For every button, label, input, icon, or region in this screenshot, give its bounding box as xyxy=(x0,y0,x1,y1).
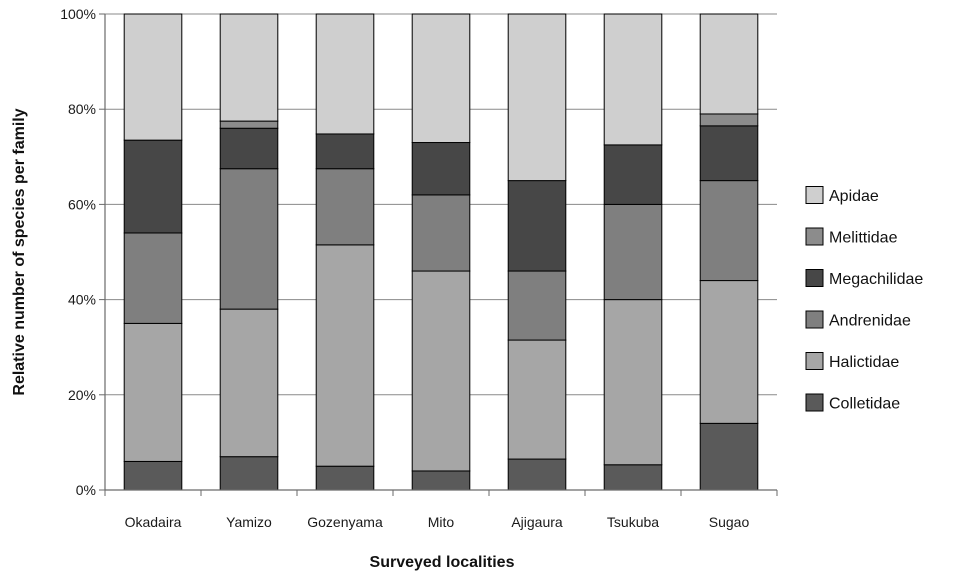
x-tick-label: Ajigaura xyxy=(511,514,563,530)
bar-segment-apidae xyxy=(699,13,759,115)
bar-segment-andrenidae xyxy=(315,168,375,246)
legend-swatch-megachilidae xyxy=(805,269,824,287)
y-axis-title: Relative number of species per family xyxy=(11,108,28,395)
bar-segment-apidae xyxy=(507,13,567,182)
bar-segment-apidae xyxy=(219,13,279,122)
y-tick-label: 100% xyxy=(60,6,96,22)
bars xyxy=(123,13,759,491)
legend-label-andrenidae: Andrenidae xyxy=(829,313,911,330)
legend-label-megachilidae: Megachilidae xyxy=(829,271,923,288)
bar-segment-halictidae xyxy=(507,339,567,460)
legend-swatch-apidae xyxy=(805,186,824,204)
bar-segment-colletidae xyxy=(219,456,279,491)
bar-segment-colletidae xyxy=(507,458,567,491)
bar-segment-colletidae xyxy=(123,460,183,491)
y-tick-label: 0% xyxy=(76,482,96,498)
bar-segment-halictidae xyxy=(123,322,183,462)
tick-labels: 0% 20% 40% 60% 80% 100% Okadaira Yamizo Gozenyam… xyxy=(60,6,749,530)
bar-segment-andrenidae xyxy=(411,194,471,272)
legend-label-apidae: Apidae xyxy=(829,188,879,205)
bar-segment-megachilidae xyxy=(699,125,759,182)
y-tick-label: 80% xyxy=(68,101,96,117)
bar-segment-halictidae xyxy=(699,280,759,424)
axes xyxy=(99,13,778,496)
x-tick-label: Tsukuba xyxy=(607,514,659,530)
bar-segment-megachilidae xyxy=(219,127,279,170)
bar-segment-melittidae xyxy=(699,113,759,127)
bar-segment-colletidae xyxy=(315,465,375,491)
bar-segment-apidae xyxy=(411,13,471,144)
bar-segment-apidae xyxy=(123,13,183,141)
bar-segment-colletidae xyxy=(603,464,663,491)
legend-swatch-colletidae xyxy=(805,393,824,412)
legend-label-halictidae: Halictidae xyxy=(829,354,899,371)
legend-swatch-halictidae xyxy=(805,352,824,370)
legend-swatch-andrenidae xyxy=(805,310,824,329)
legend-label-melittidae: Melittidae xyxy=(829,230,898,247)
bar-segment-halictidae xyxy=(411,270,471,472)
bar-segment-megachilidae xyxy=(603,144,663,205)
x-axis-title: Surveyed localities xyxy=(370,554,515,571)
y-tick-label: 20% xyxy=(68,387,96,403)
x-tick-label: Sugao xyxy=(709,514,750,530)
bar-segment-colletidae xyxy=(411,470,471,491)
bar-segment-megachilidae xyxy=(123,139,183,234)
bar-segment-megachilidae xyxy=(507,180,567,272)
bar-segment-melittidae xyxy=(219,120,279,129)
bar-segment-megachilidae xyxy=(411,142,471,196)
bar-segment-andrenidae xyxy=(219,168,279,310)
y-tick-label: 40% xyxy=(68,292,96,308)
bar-segment-halictidae xyxy=(315,244,375,467)
x-tick-label: Gozenyama xyxy=(307,514,383,530)
bar-segment-halictidae xyxy=(219,308,279,458)
bar-segment-apidae xyxy=(603,13,663,146)
bar-segment-andrenidae xyxy=(507,270,567,341)
bar-segment-andrenidae xyxy=(123,232,183,324)
bar-segment-colletidae xyxy=(699,422,759,491)
bar-segment-andrenidae xyxy=(603,203,663,301)
x-tick-label: Mito xyxy=(428,514,455,530)
legend-swatch-melittidae xyxy=(805,227,824,246)
x-tick-label: Yamizo xyxy=(226,514,272,530)
bar-segment-halictidae xyxy=(603,299,663,466)
y-tick-label: 60% xyxy=(68,196,96,212)
bar-segment-megachilidae xyxy=(315,133,375,170)
bar-segment-apidae xyxy=(315,13,375,135)
bar-segment-andrenidae xyxy=(699,180,759,282)
legend-label-colletidae: Colletidae xyxy=(829,396,900,413)
x-tick-label: Okadaira xyxy=(125,514,182,530)
legend: Apidae Melittidae Megachilidae Andrenidae Ha… xyxy=(805,186,923,413)
